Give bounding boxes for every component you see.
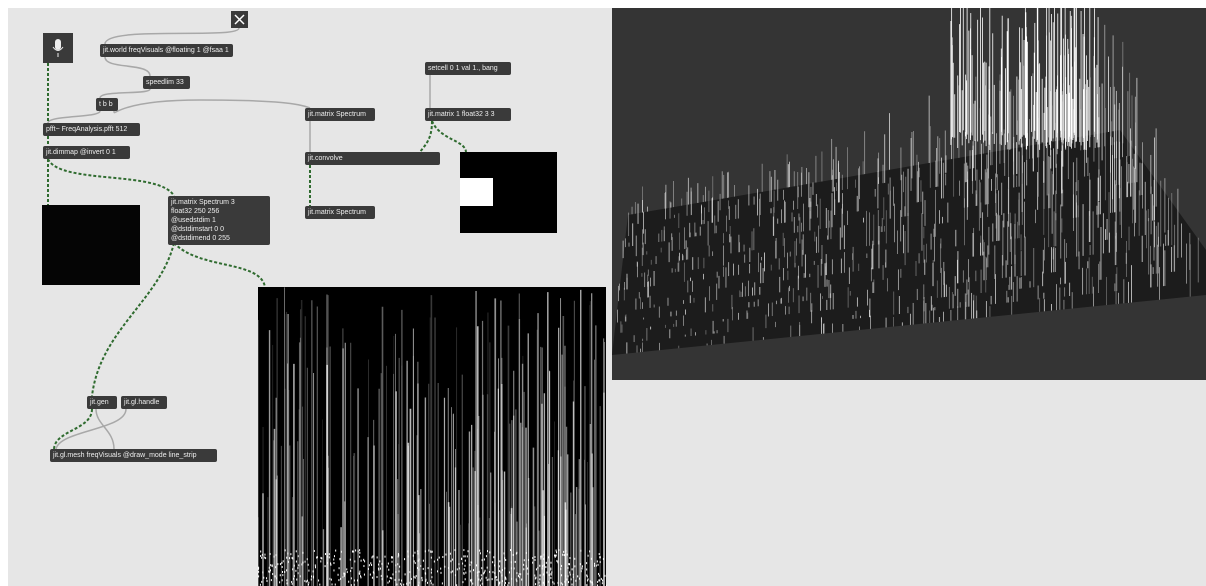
max-object[interactable]: jit.gl.handle (121, 396, 167, 409)
pwindow (42, 205, 140, 285)
mic-icon (55, 39, 61, 50)
max-object[interactable]: setcell 0 1 val 1., bang (425, 62, 511, 75)
object-text: @dstdimend 0 255 (171, 234, 267, 243)
cable (174, 243, 265, 287)
cable (100, 89, 150, 98)
cable (105, 57, 150, 76)
cable (432, 121, 466, 152)
cable (105, 28, 239, 44)
max-object[interactable]: jit.gen (87, 396, 117, 409)
max-object[interactable]: jit.dimmap @invert 0 1 (43, 146, 130, 159)
max-object[interactable]: jit.matrix 1 float32 3 3 (425, 108, 511, 121)
object-text: jit.matrix Spectrum 3 (171, 198, 267, 207)
page: jit.world freqVisuals @floating 1 @fsaa … (0, 0, 1206, 586)
cable (114, 100, 310, 113)
object-text: @dstdimstart 0 0 (171, 225, 267, 234)
max-object[interactable]: speedlim 33 (143, 76, 190, 89)
max-object[interactable]: jit.world freqVisuals @floating 1 @fsaa … (100, 44, 233, 57)
max-object[interactable]: jit.matrix Spectrum (305, 108, 375, 121)
cable (48, 111, 100, 123)
max-object[interactable]: jit.gl.mesh freqVisuals @draw_mode line_… (50, 449, 217, 462)
max-object[interactable]: jit.matrix Spectrum (305, 206, 375, 219)
object-text: @usedstdim 1 (171, 216, 267, 225)
cable (420, 121, 432, 152)
max-object[interactable]: pfft~ FreqAnalysis.pfft 512 (43, 123, 140, 136)
cable (96, 409, 114, 449)
kernel-cell (460, 178, 493, 206)
object-text: float32 250 256 (171, 207, 267, 216)
cable (48, 159, 174, 196)
max-object[interactable]: jit.convolve (305, 152, 440, 165)
max-object[interactable]: t b b (96, 98, 118, 111)
